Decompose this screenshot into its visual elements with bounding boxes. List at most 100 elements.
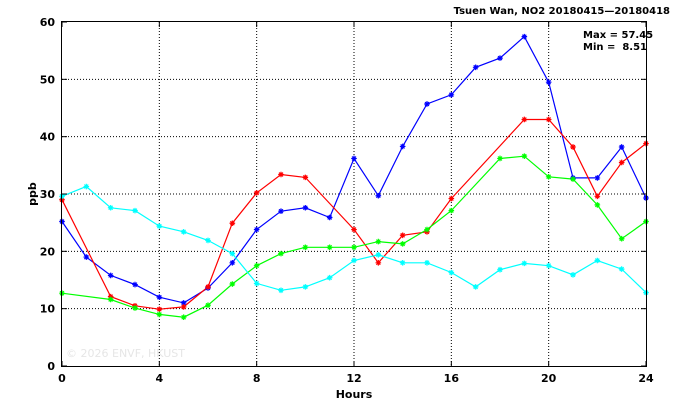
series-markers bbox=[59, 33, 649, 321]
data-point bbox=[326, 214, 333, 221]
data-point bbox=[205, 302, 211, 309]
data-point bbox=[399, 143, 406, 150]
data-point bbox=[351, 155, 357, 162]
data-point bbox=[399, 260, 406, 266]
data-point bbox=[472, 284, 479, 290]
data-point bbox=[302, 244, 309, 251]
data-point bbox=[278, 171, 284, 178]
data-point bbox=[448, 207, 455, 214]
data-point bbox=[618, 266, 625, 272]
data-point bbox=[521, 33, 528, 40]
data-point bbox=[375, 238, 382, 245]
data-point bbox=[180, 304, 187, 310]
data-point bbox=[205, 237, 211, 244]
data-point bbox=[132, 305, 138, 311]
data-point bbox=[107, 272, 114, 279]
data-point bbox=[545, 174, 552, 180]
data-point bbox=[205, 284, 211, 290]
data-point bbox=[472, 64, 479, 71]
x-tick-label: 0 bbox=[58, 372, 66, 385]
data-point bbox=[375, 192, 382, 199]
data-point bbox=[594, 257, 601, 264]
data-point bbox=[156, 294, 163, 300]
data-point bbox=[399, 232, 406, 239]
data-point bbox=[570, 176, 576, 182]
data-point bbox=[545, 116, 552, 123]
data-point bbox=[618, 159, 625, 166]
data-point bbox=[497, 155, 503, 162]
data-point bbox=[229, 260, 236, 266]
data-point bbox=[545, 79, 552, 85]
data-point bbox=[594, 175, 601, 181]
data-point bbox=[618, 235, 625, 242]
data-point bbox=[570, 272, 576, 278]
data-point bbox=[107, 293, 114, 300]
data-point bbox=[229, 220, 236, 227]
y-tick-label: 50 bbox=[40, 73, 56, 86]
x-tick-label: 12 bbox=[346, 372, 361, 385]
data-point bbox=[521, 260, 528, 267]
series-lines bbox=[61, 35, 647, 318]
data-point bbox=[497, 266, 503, 273]
data-point bbox=[107, 204, 114, 211]
axis-ticks bbox=[61, 21, 647, 367]
data-point bbox=[253, 262, 260, 269]
chart-title: Tsuen Wan, NO2 20180415—20180418 bbox=[454, 6, 670, 17]
data-point bbox=[448, 269, 455, 276]
y-tick-labels: 0 10 20 30 40 50 60 bbox=[40, 16, 56, 373]
data-point bbox=[326, 244, 333, 251]
data-point bbox=[180, 229, 187, 235]
data-point bbox=[107, 296, 114, 303]
data-point bbox=[229, 250, 236, 257]
data-point bbox=[594, 193, 601, 200]
data-point bbox=[180, 314, 187, 321]
data-point bbox=[399, 241, 406, 247]
data-point bbox=[253, 190, 260, 196]
data-point bbox=[278, 208, 284, 214]
x-tick-label: 20 bbox=[541, 372, 557, 385]
data-point bbox=[618, 144, 625, 150]
data-point bbox=[448, 92, 455, 98]
data-point bbox=[594, 202, 601, 208]
data-point bbox=[448, 195, 455, 202]
data-point bbox=[253, 280, 260, 287]
data-point bbox=[253, 226, 260, 233]
data-point bbox=[351, 226, 357, 233]
plot-frame bbox=[61, 21, 647, 367]
x-axis-title: Hours bbox=[336, 388, 373, 401]
data-point bbox=[83, 254, 90, 260]
data-point bbox=[497, 55, 503, 61]
data-point bbox=[375, 251, 382, 258]
data-point bbox=[156, 306, 163, 313]
series-line-3 bbox=[61, 155, 647, 318]
data-point bbox=[156, 311, 163, 318]
x-tick-label: 24 bbox=[638, 372, 654, 385]
data-point bbox=[180, 300, 187, 306]
x-tick-labels: 0 4 8 12 16 20 24 bbox=[58, 372, 654, 385]
watermark: © 2026 ENVF, HKUST bbox=[66, 347, 185, 360]
data-point bbox=[83, 183, 90, 190]
grid bbox=[62, 22, 646, 366]
x-tick-label: 8 bbox=[253, 372, 261, 385]
y-tick-label: 40 bbox=[40, 131, 56, 144]
y-tick-label: 10 bbox=[40, 303, 56, 316]
y-tick-label: 60 bbox=[40, 16, 56, 29]
data-point bbox=[545, 262, 552, 269]
x-tick-label: 4 bbox=[156, 372, 164, 385]
data-point bbox=[229, 281, 236, 287]
max-label: Max = 57.45 bbox=[583, 30, 653, 41]
y-tick-label: 30 bbox=[40, 188, 56, 201]
data-point bbox=[132, 281, 138, 288]
data-point bbox=[521, 116, 528, 123]
y-tick-label: 20 bbox=[40, 245, 56, 258]
min-label: Min = 8.51 bbox=[583, 42, 647, 53]
data-point bbox=[424, 260, 430, 266]
y-axis-title: ppb bbox=[26, 182, 39, 206]
y-tick-label: 0 bbox=[47, 360, 55, 373]
data-point bbox=[521, 153, 528, 159]
data-point bbox=[351, 244, 357, 251]
data-point bbox=[302, 284, 309, 290]
x-tick-label: 16 bbox=[444, 372, 460, 385]
data-point bbox=[302, 174, 309, 181]
